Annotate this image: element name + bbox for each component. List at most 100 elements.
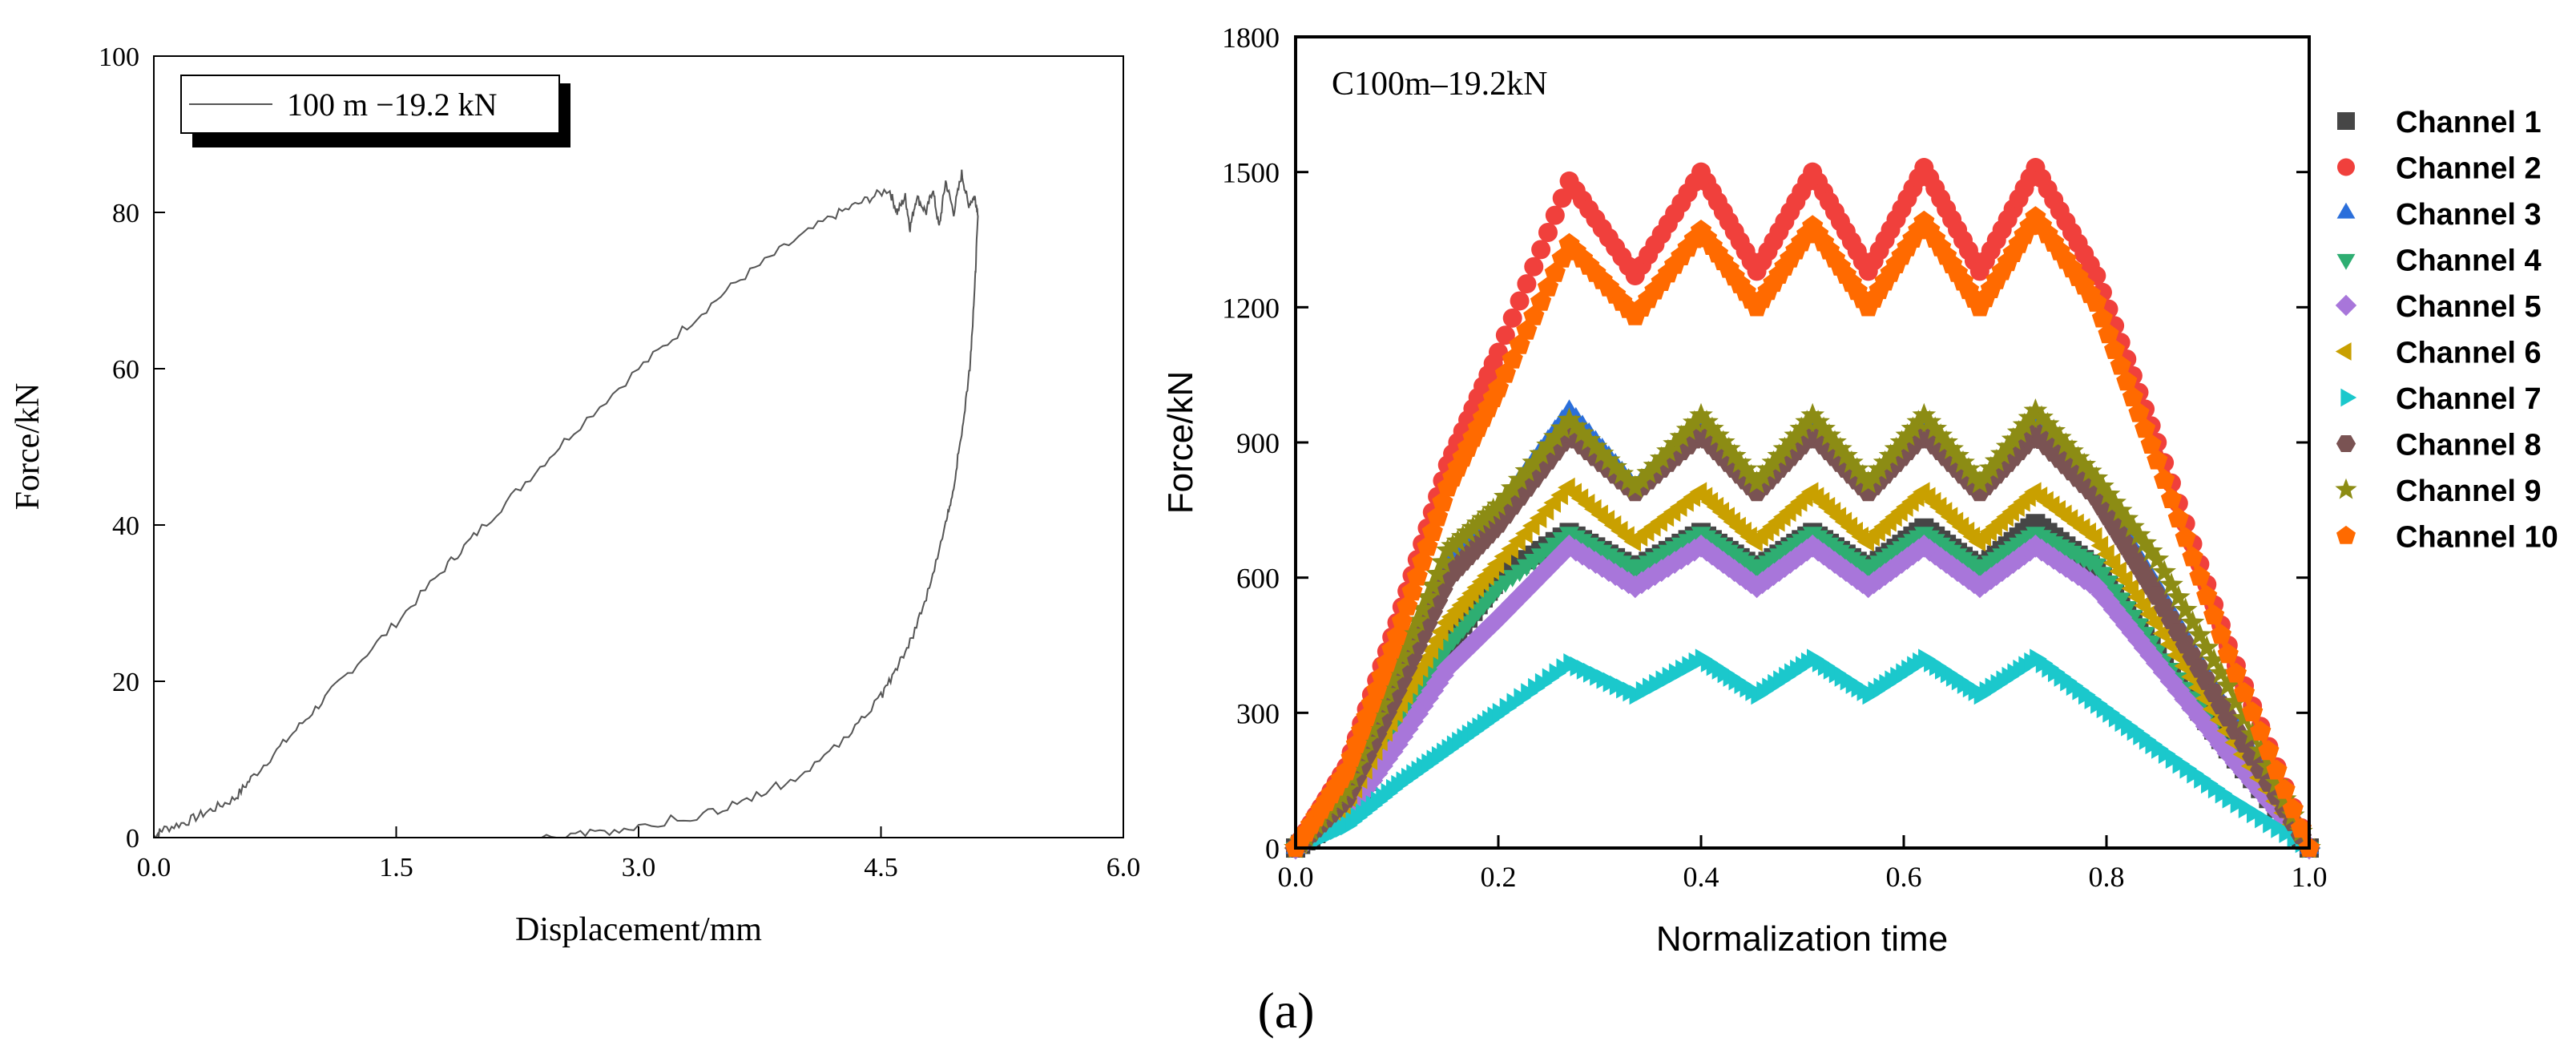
data-point [2153, 468, 2175, 489]
legend-label: Channel 5 [2396, 290, 2542, 324]
data-point [1695, 410, 1719, 433]
x-tick-label: 1.5 [379, 853, 413, 882]
data-point [1486, 606, 1510, 630]
figure-label: (a) [1257, 982, 1314, 1039]
data-point [2173, 597, 2198, 620]
x-tick-label: 0.0 [137, 853, 171, 882]
data-point [1415, 584, 1440, 608]
y-tick-label: 300 [1236, 697, 1280, 729]
data-point [1682, 410, 1707, 433]
data-point [1536, 433, 1560, 456]
data-point [1385, 655, 1409, 678]
data-point [1416, 686, 1439, 710]
data-point [1656, 438, 1680, 462]
data-point [1410, 596, 1434, 620]
data-point [1733, 457, 1758, 480]
data-point [2140, 434, 2162, 454]
data-point [1940, 436, 1964, 460]
data-point [2127, 523, 2151, 546]
legend-label: Channel 8 [2396, 429, 2542, 462]
data-point [1610, 461, 1635, 485]
data-point [2084, 466, 2109, 489]
y-tick-label: 600 [1236, 563, 1280, 595]
data-point [2114, 507, 2139, 530]
legend-marker [2336, 253, 2356, 270]
y-tick-label: 1500 [1222, 157, 1280, 189]
y-tick-label: 20 [112, 668, 139, 697]
data-point [2196, 584, 2218, 605]
data-point [2023, 398, 2048, 422]
y-tick-label: 100 [99, 42, 139, 72]
data-point [2145, 547, 2170, 570]
data-point [1365, 704, 1389, 727]
data-point [1400, 620, 1425, 643]
data-point [1486, 493, 1510, 516]
data-point [2217, 643, 2239, 664]
data-point [2258, 740, 2280, 761]
data-point [2152, 623, 2171, 644]
data-point [2152, 559, 2176, 583]
data-point [1494, 484, 1518, 507]
legend-label: Channel 1 [2396, 106, 2542, 139]
data-point [1823, 430, 1847, 453]
data-point [1389, 643, 1414, 667]
data-point [2060, 438, 2084, 462]
data-point [2133, 531, 2157, 554]
plot-area [153, 169, 979, 838]
data-point [2264, 770, 2289, 794]
data-point [1529, 442, 1553, 465]
series-channel-7 [1289, 648, 2321, 858]
displacement-force-chart: 0.0 1.5 3.0 4.5 6.0 0 20 40 60 80 100 100 m −19.2 … [10, 42, 1140, 948]
data-point [1421, 679, 1445, 703]
data-point [1508, 584, 1531, 608]
data-point [1716, 436, 1741, 460]
y-tick-label: 0 [1265, 833, 1280, 865]
data-point [1923, 416, 1948, 439]
data-point [1375, 747, 1399, 771]
data-point [1401, 709, 1424, 733]
legend-item: Channel 2 [2337, 152, 2542, 186]
legend-marker [2337, 158, 2355, 176]
legend-item: Channel 7 [2340, 382, 2542, 416]
legend-label: Channel 10 [2396, 521, 2558, 555]
data-point [2091, 307, 2114, 328]
data-point [1623, 475, 1647, 498]
data-point [2180, 610, 2205, 633]
x-tick-label: 6.0 [1107, 853, 1141, 882]
data-point [1929, 423, 1953, 446]
legend-label: Channel 4 [2396, 244, 2542, 278]
data-point [2121, 515, 2145, 538]
legend-label: Channel 3 [2396, 198, 2542, 232]
x-tick-label: 0.4 [1683, 861, 1719, 893]
data-point [1557, 407, 1582, 430]
data-point [1844, 457, 1869, 480]
x-tick-label: 4.5 [864, 853, 898, 882]
data-point [1536, 555, 1560, 580]
data-point [1405, 608, 1429, 632]
chart-title: C100m–19.2kN [1332, 66, 1548, 103]
data-point [1840, 450, 1864, 473]
data-point [2250, 721, 2272, 741]
legend-item: Channel 6 [2335, 337, 2542, 370]
legend: 100 m −19.2 kN [180, 75, 570, 147]
data-point [2224, 689, 2248, 713]
data-point [1395, 717, 1419, 741]
data-point [1812, 416, 1836, 439]
data-point [2215, 673, 2240, 697]
data-point [1510, 291, 1530, 311]
data-point [2090, 474, 2114, 497]
data-point [1380, 667, 1405, 690]
data-point [2233, 681, 2256, 702]
data-point [1380, 740, 1404, 764]
data-point [2035, 411, 2060, 435]
data-point [2167, 507, 2189, 528]
data-point [1834, 443, 1858, 466]
data-point [1502, 308, 1522, 328]
legend-label: Channel 7 [2396, 382, 2542, 416]
data-point [2182, 546, 2203, 567]
data-point [1669, 424, 1694, 447]
legend-label: 100 m −19.2 kN [287, 87, 498, 123]
data-point [1494, 599, 1518, 623]
legend-marker [2336, 202, 2356, 219]
